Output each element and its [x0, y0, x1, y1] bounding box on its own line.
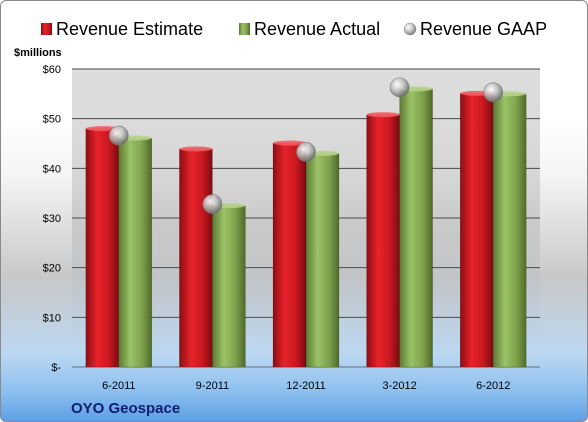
company-label: OYO Geospace	[71, 400, 180, 417]
point-revenue-gaap	[296, 142, 316, 162]
legend-label: Revenue Actual	[254, 19, 380, 39]
y-axis-ticks: $- $10 $20 $30 $40 $50 $60	[43, 64, 62, 374]
bar-top-cap	[273, 140, 306, 146]
bar-revenue-estimate	[85, 128, 120, 368]
legend-label: Revenue Estimate	[56, 19, 203, 39]
y-tick-label: $30	[43, 213, 61, 225]
point-revenue-gaap	[202, 194, 223, 214]
legend-label: Revenue GAAP	[420, 19, 547, 39]
bar-revenue-actual	[118, 137, 153, 368]
legend-swatch	[239, 23, 250, 35]
y-tick-label: $40	[43, 163, 61, 175]
chart-legend: Revenue Estimate Revenue Actual Revenue GA…	[41, 19, 547, 39]
x-tick-label: 3-2012	[382, 380, 416, 392]
x-axis-labels: 6-2011 9-2011 12-2011 3-2012 6-2012	[102, 380, 510, 392]
x-tick-label: 6-2012	[476, 380, 510, 392]
y-axis-unit-label: $millions	[14, 47, 62, 59]
x-tick-label: 6-2011	[102, 380, 135, 392]
bars	[85, 77, 527, 368]
y-tick-label: $50	[43, 114, 61, 126]
x-tick-label: 12-2011	[286, 380, 326, 392]
y-tick-label: $60	[43, 64, 61, 76]
legend-swatch	[403, 22, 417, 36]
point-revenue-gaap	[109, 125, 129, 146]
bar-revenue-estimate	[272, 142, 307, 368]
bar-top-cap	[85, 126, 119, 132]
y-tick-label: $10	[43, 312, 61, 324]
legend-swatch	[41, 23, 52, 35]
y-tick-label: $20	[43, 263, 61, 275]
bar-revenue-actual	[399, 88, 433, 368]
point-revenue-gaap	[389, 77, 410, 98]
bar-top-cap	[179, 146, 213, 152]
bar-revenue-estimate	[179, 148, 213, 368]
bar-revenue-estimate	[459, 93, 494, 368]
bar-revenue-actual	[305, 153, 340, 368]
bar-top-cap	[366, 112, 400, 118]
x-tick-label: 9-2011	[196, 380, 229, 392]
bar-revenue-actual	[492, 93, 527, 368]
bar-revenue-estimate	[366, 114, 400, 368]
y-tick-label: $-	[51, 362, 61, 374]
bar-revenue-actual	[212, 205, 246, 368]
point-revenue-gaap	[483, 82, 504, 103]
